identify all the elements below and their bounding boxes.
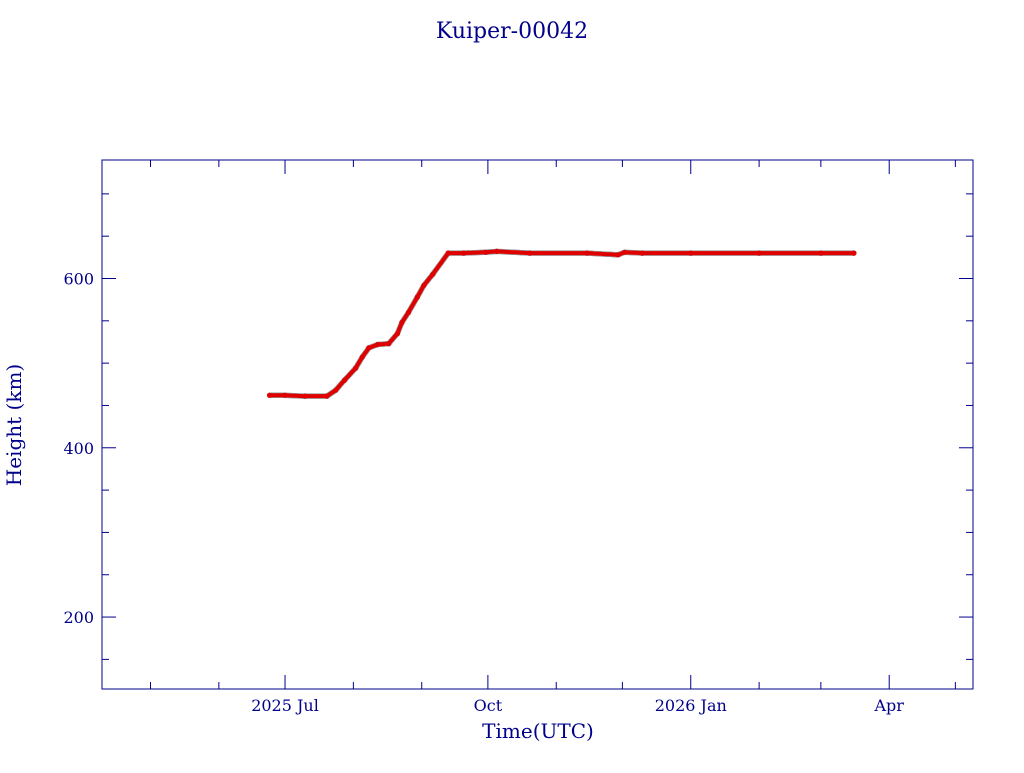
- data-point: [302, 393, 308, 399]
- data-point: [282, 392, 288, 398]
- data-point: [483, 249, 489, 255]
- data-point: [333, 387, 339, 393]
- y-axis-label: Height (km): [2, 364, 26, 486]
- data-point: [615, 252, 621, 258]
- data-point: [359, 354, 365, 360]
- data-point: [639, 250, 645, 256]
- plot-frame: [101, 159, 974, 690]
- data-point: [461, 250, 467, 256]
- x-tick-label: 2025 Jul: [251, 696, 319, 715]
- data-point: [386, 341, 392, 347]
- x-tick-label: Oct: [474, 696, 503, 715]
- data-point: [622, 249, 628, 255]
- x-axis-label: Time(UTC): [482, 719, 594, 743]
- data-point: [353, 365, 359, 371]
- axis-ticks: 2025 Jul Oct 2026 Jan Apr 200 400 600: [63, 160, 973, 715]
- data-point: [688, 250, 694, 256]
- data-point: [375, 341, 381, 348]
- data-point: [851, 250, 857, 256]
- data-point: [527, 250, 533, 256]
- data-point: [445, 250, 451, 256]
- data-point: [818, 250, 824, 256]
- chart-title: Kuiper-00042: [436, 19, 588, 44]
- x-tick-label: Apr: [873, 696, 904, 715]
- y-tick-label: 600: [63, 269, 94, 288]
- y-tick-label: 400: [63, 439, 94, 458]
- data-point: [394, 330, 401, 337]
- data-point: [366, 345, 372, 351]
- data-point: [584, 250, 590, 256]
- data-point: [494, 248, 500, 254]
- series-layer: [266, 248, 857, 399]
- data-point: [342, 377, 348, 383]
- data-point: [421, 282, 427, 288]
- data-point: [405, 309, 412, 315]
- series-line: [267, 249, 856, 399]
- data-point: [430, 271, 436, 277]
- data-point: [756, 250, 762, 256]
- data-point: [414, 294, 420, 300]
- data-point: [267, 392, 273, 398]
- series-shadow: [266, 248, 857, 399]
- data-point: [324, 393, 330, 399]
- y-tick-label: 200: [63, 608, 94, 627]
- data-point: [399, 319, 405, 326]
- x-tick-label: 2026 Jan: [655, 696, 727, 715]
